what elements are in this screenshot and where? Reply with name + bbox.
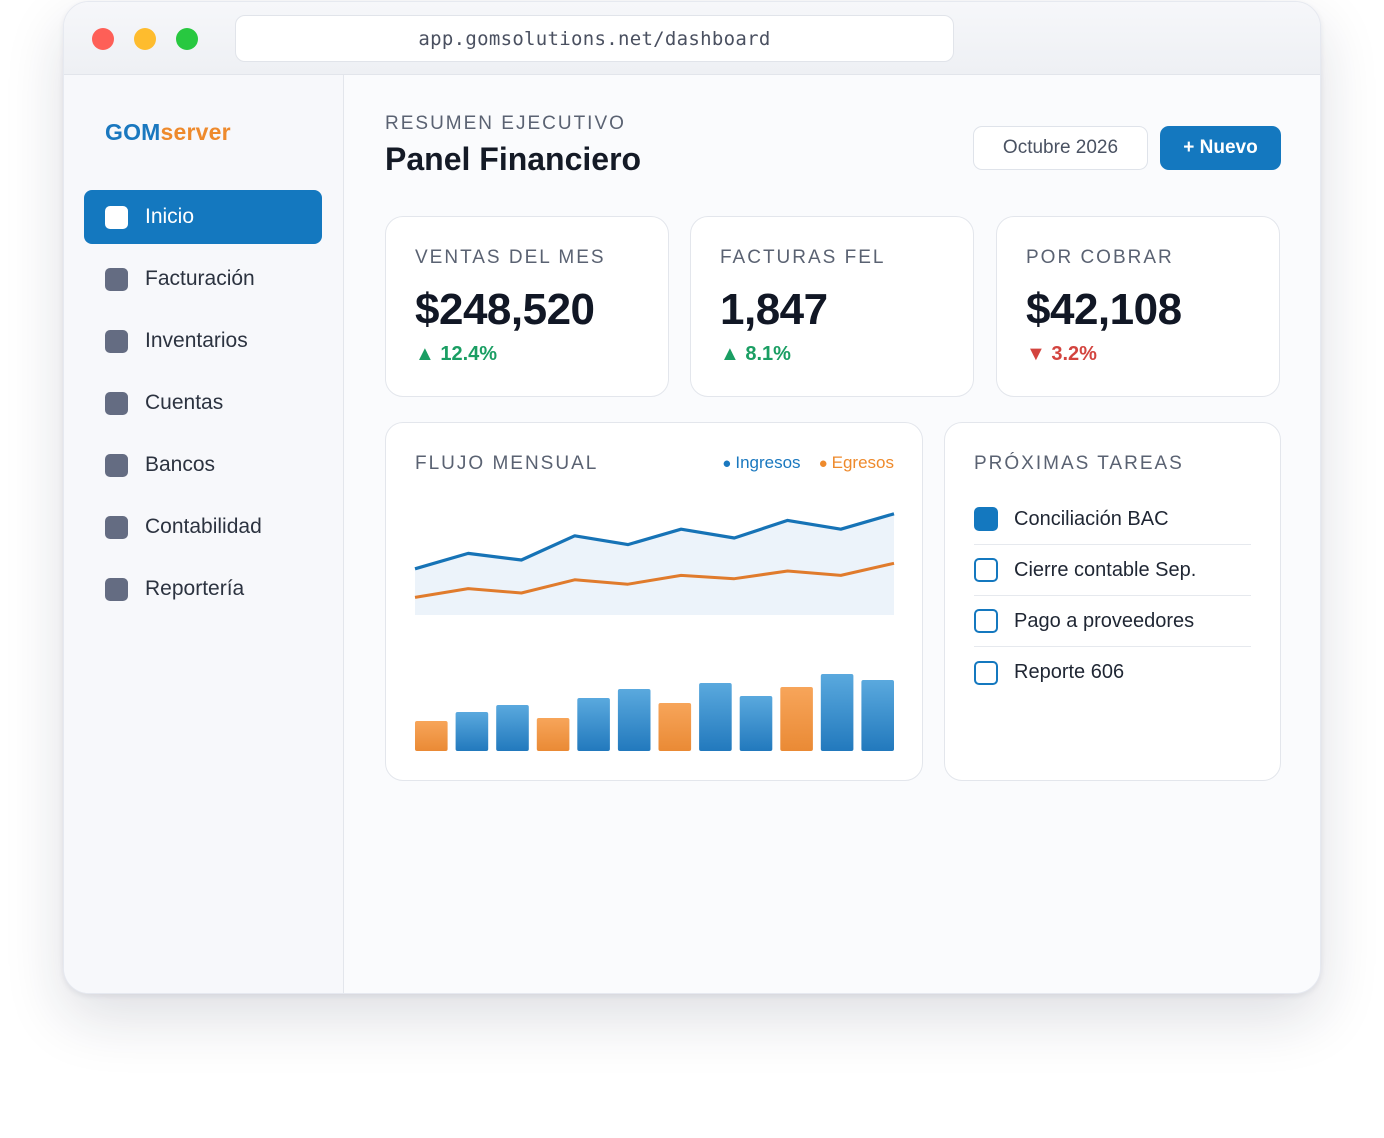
kpi-label: VENTAS DEL MES bbox=[415, 247, 606, 268]
sidebar-item-inicio[interactable]: Inicio bbox=[84, 190, 322, 244]
task-item: Conciliación BAC bbox=[974, 494, 1251, 545]
bar-expense-4 bbox=[536, 718, 570, 751]
task-label: Pago a proveedores bbox=[1014, 609, 1195, 632]
sidebar-item-label: Cuentas bbox=[145, 391, 224, 414]
flow-chart bbox=[414, 512, 895, 751]
square-icon bbox=[105, 577, 128, 601]
tasks-title: PRÓXIMAS TAREAS bbox=[974, 453, 1184, 474]
bar-income-9 bbox=[739, 696, 773, 751]
sidebar-item-label: Inicio bbox=[145, 205, 195, 228]
task-label: Cierre contable Sep. bbox=[1014, 558, 1197, 581]
address-bar[interactable]: app.gomsolutions.net/dashboard bbox=[235, 15, 954, 62]
bar-income-5 bbox=[577, 698, 610, 751]
sidebar-nav: Inicio Facturación Inventarios Cuentas B… bbox=[84, 190, 322, 624]
kpi-delta: ▲ 12.4% bbox=[415, 343, 498, 365]
sidebar-item-reporteria[interactable]: Reportería bbox=[84, 562, 322, 616]
legend-item-ingresos: ● Ingresos bbox=[722, 453, 800, 473]
new-button[interactable]: + Nuevo bbox=[1160, 126, 1281, 170]
bar-income-11 bbox=[820, 674, 854, 751]
period-selector[interactable]: Octubre 2026 bbox=[973, 126, 1148, 170]
chart-legend: ● Ingresos ● Egresos bbox=[722, 453, 894, 473]
kpi-value: $42,108 bbox=[1026, 285, 1182, 334]
checkbox[interactable] bbox=[974, 609, 998, 633]
dot-icon: ● bbox=[722, 455, 732, 472]
task-item: Reporte 606 bbox=[974, 647, 1251, 698]
title-bar: app.gomsolutions.net/dashboard bbox=[64, 2, 1320, 75]
kpi-label: FACTURAS FEL bbox=[720, 247, 886, 268]
square-icon bbox=[105, 391, 128, 415]
checkbox[interactable] bbox=[974, 660, 998, 685]
sidebar-item-bancos[interactable]: Bancos bbox=[84, 438, 322, 492]
bar-group bbox=[415, 674, 894, 751]
bar-expense-1 bbox=[415, 721, 448, 751]
flow-title: FLUJO MENSUAL bbox=[415, 453, 599, 474]
monthly-flow-card: FLUJO MENSUAL ● Ingresos ● Egresos bbox=[385, 422, 923, 781]
sidebar-item-label: Reportería bbox=[145, 577, 245, 600]
kpi-value: $248,520 bbox=[415, 285, 595, 334]
sidebar: GOMserver Inicio Facturación Inventarios… bbox=[64, 75, 344, 993]
app-logo[interactable]: GOMserver bbox=[105, 119, 231, 146]
square-icon bbox=[105, 329, 128, 353]
bar-income-3 bbox=[496, 705, 529, 751]
tasks-card: PRÓXIMAS TAREAS Conciliación BAC Cierre … bbox=[944, 422, 1281, 781]
sidebar-item-label: Contabilidad bbox=[145, 515, 262, 538]
sidebar-item-label: Bancos bbox=[145, 453, 216, 476]
kpi-card-receivables: POR COBRAR $42,108 ▼ 3.2% bbox=[996, 216, 1280, 397]
logo-part-server: server bbox=[160, 119, 231, 145]
browser-window: app.gomsolutions.net/dashboard GOMserver… bbox=[63, 1, 1321, 994]
series-line-egresos bbox=[414, 561, 895, 599]
sidebar-item-contabilidad[interactable]: Contabilidad bbox=[84, 500, 322, 554]
dot-icon: ● bbox=[818, 455, 828, 472]
bar-expense-10 bbox=[780, 687, 813, 751]
logo-part-gom: GOM bbox=[105, 119, 161, 145]
bar-expense-7 bbox=[658, 703, 692, 751]
income-area bbox=[415, 513, 894, 615]
checkbox-checked[interactable] bbox=[974, 507, 998, 531]
page-eyebrow: RESUMEN EJECUTIVO bbox=[385, 113, 626, 134]
kpi-delta: ▼ 3.2% bbox=[1026, 343, 1097, 365]
kpi-card-invoices: FACTURAS FEL 1,847 ▲ 8.1% bbox=[690, 216, 974, 397]
task-item: Cierre contable Sep. bbox=[974, 545, 1251, 596]
page-title: Panel Financiero bbox=[385, 141, 642, 177]
sidebar-item-label: Inventarios bbox=[145, 329, 248, 352]
main-content: RESUMEN EJECUTIVO Panel Financiero Octub… bbox=[345, 75, 1320, 993]
legend-label: Ingresos bbox=[735, 453, 801, 472]
square-icon bbox=[105, 205, 128, 229]
bar-income-12 bbox=[861, 680, 894, 751]
task-label: Reporte 606 bbox=[1014, 661, 1125, 683]
kpi-delta: ▲ 8.1% bbox=[720, 343, 791, 365]
kpi-card-sales: VENTAS DEL MES $248,520 ▲ 12.4% bbox=[385, 216, 669, 397]
bar-income-6 bbox=[617, 689, 651, 751]
task-label: Conciliación BAC bbox=[1014, 507, 1169, 530]
task-list: Conciliación BAC Cierre contable Sep. Pa… bbox=[974, 494, 1251, 698]
legend-item-egresos: ● Egresos bbox=[819, 453, 894, 473]
sidebar-item-inventarios[interactable]: Inventarios bbox=[84, 314, 322, 368]
maximize-window-button[interactable] bbox=[176, 28, 198, 50]
task-item: Pago a proveedores bbox=[974, 596, 1251, 647]
sidebar-item-facturacion[interactable]: Facturación bbox=[84, 252, 322, 306]
bar-income-8 bbox=[699, 683, 732, 751]
square-icon bbox=[105, 453, 128, 477]
kpi-label: POR COBRAR bbox=[1026, 247, 1174, 268]
sidebar-item-label: Facturación bbox=[145, 267, 255, 290]
sidebar-item-cuentas[interactable]: Cuentas bbox=[84, 376, 322, 430]
close-window-button[interactable] bbox=[92, 28, 114, 50]
checkbox[interactable] bbox=[974, 558, 998, 582]
bar-income-2 bbox=[455, 712, 489, 751]
series-line-ingresos bbox=[414, 512, 895, 571]
square-icon bbox=[105, 267, 128, 291]
kpi-value: 1,847 bbox=[720, 285, 828, 334]
legend-label: Egresos bbox=[831, 453, 894, 472]
minimize-window-button[interactable] bbox=[134, 28, 156, 50]
square-icon bbox=[105, 515, 128, 539]
